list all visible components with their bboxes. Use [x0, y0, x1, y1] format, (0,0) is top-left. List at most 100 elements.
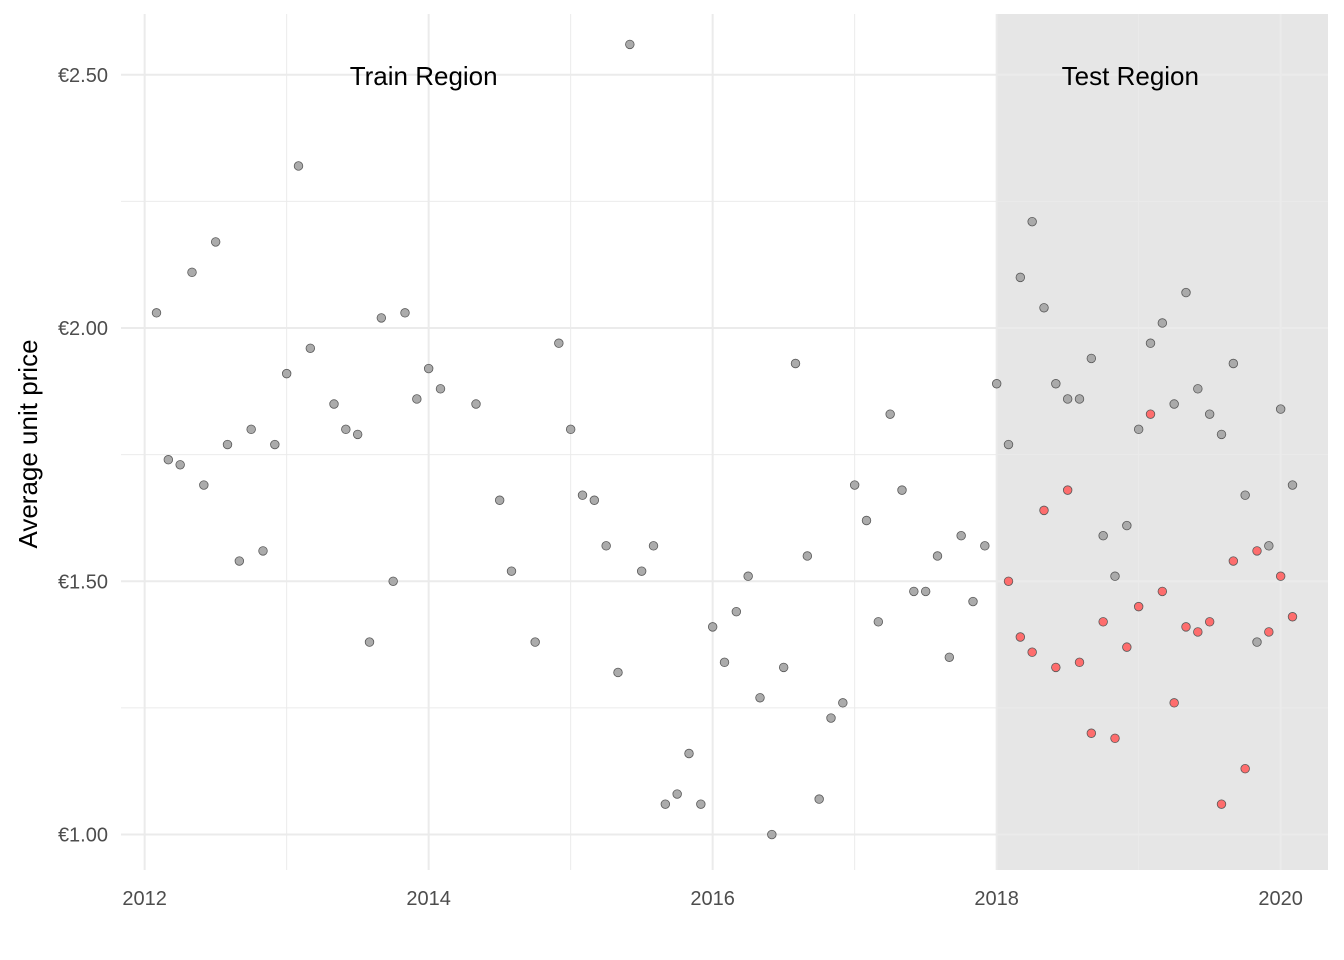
data-point-predicted [1157, 586, 1168, 597]
data-point-observed [471, 399, 481, 409]
data-point-observed [1216, 429, 1227, 440]
data-point-predicted [1264, 627, 1274, 637]
data-point-observed [1062, 394, 1073, 404]
data-point-observed [826, 713, 836, 723]
data-point-observed [1098, 531, 1108, 541]
data-point-observed [1122, 520, 1132, 531]
data-point-observed [1051, 379, 1061, 389]
x-tick-label: 2014 [406, 888, 451, 910]
data-point-observed [991, 379, 1002, 389]
data-point-observed [944, 652, 955, 662]
data-point-observed [412, 394, 422, 404]
y-tick-label: €2.00 [58, 318, 108, 340]
data-point-observed [684, 748, 694, 759]
data-point-observed [589, 495, 600, 505]
data-point-observed [672, 789, 682, 799]
data-point-observed [767, 829, 777, 840]
data-point-observed [494, 495, 505, 505]
data-point-predicted [1193, 627, 1203, 637]
test-region-label: Test Region [1062, 61, 1199, 91]
y-axis-tick-labels: €1.00 €1.50 €2.00 €2.50 [58, 65, 108, 847]
data-point-predicted [1062, 485, 1073, 495]
data-point-predicted [1275, 571, 1286, 581]
major-gridlines [121, 14, 1328, 870]
data-point-observed [364, 637, 375, 647]
data-point-observed [222, 439, 233, 450]
data-point-observed [707, 622, 718, 632]
data-point-observed [885, 409, 895, 419]
data-point-predicted [1228, 556, 1239, 566]
data-point-observed [802, 551, 813, 561]
data-point-predicted [1086, 728, 1097, 738]
data-point-observed [1252, 637, 1262, 647]
data-point-predicted [1181, 622, 1191, 632]
data-point-observed [873, 617, 884, 627]
data-point-observed [1015, 272, 1026, 283]
data-point-observed [980, 541, 990, 551]
data-point-observed [258, 546, 268, 556]
data-point-observed [163, 455, 174, 465]
data-point-observed [435, 384, 446, 394]
data-point-predicted [1039, 505, 1049, 516]
data-point-predicted [1133, 601, 1144, 612]
data-point-observed [423, 363, 434, 374]
data-point-observed [1145, 338, 1156, 348]
data-point-observed [1110, 571, 1120, 581]
data-point-observed [956, 531, 966, 541]
data-point-observed [246, 424, 256, 435]
data-point-observed [838, 698, 848, 708]
data-point-observed [968, 596, 978, 607]
data-point-observed [1133, 424, 1144, 435]
data-point-observed [660, 799, 671, 809]
data-point-observed [234, 556, 245, 566]
minor-gridlines [121, 14, 1328, 870]
data-point-observed [849, 480, 860, 490]
test-region-background [996, 14, 1328, 870]
data-point-predicted [1098, 617, 1108, 627]
data-point-observed [341, 424, 351, 435]
x-tick-label: 2016 [690, 888, 735, 910]
data-point-observed [329, 399, 339, 409]
data-point-observed [1027, 216, 1037, 227]
data-point-observed [1169, 399, 1179, 409]
data-point-observed [305, 343, 316, 353]
data-point-observed [281, 368, 292, 379]
data-point-observed [861, 515, 872, 526]
data-point-observed [1287, 480, 1298, 490]
data-point-observed [388, 576, 398, 586]
y-tick-label: €1.50 [58, 571, 108, 593]
data-point-observed [601, 541, 611, 551]
data-point-observed [210, 237, 221, 247]
data-point-observed [731, 606, 742, 617]
data-point-predicted [1169, 698, 1179, 708]
data-point-observed [1039, 303, 1049, 313]
x-tick-label: 2012 [122, 888, 167, 910]
data-point-observed [400, 308, 410, 318]
data-point-observed [909, 586, 919, 597]
data-point-observed [270, 439, 280, 450]
data-point-predicted [1027, 647, 1037, 657]
data-point-observed [778, 662, 789, 673]
data-point-observed [1157, 318, 1168, 328]
data-point-observed [565, 424, 576, 435]
data-point-observed [1240, 490, 1250, 500]
plot-panel [996, 14, 1328, 870]
data-point-predicted [1110, 733, 1120, 744]
data-point-observed [187, 267, 197, 278]
data-point-observed [932, 551, 943, 561]
data-point-observed [648, 541, 659, 551]
data-point-observed [636, 566, 647, 576]
data-point-predicted [1122, 642, 1132, 652]
data-point-predicted [1204, 617, 1215, 627]
data-point-observed [151, 308, 162, 318]
data-points [151, 39, 1298, 840]
data-point-observed [175, 460, 185, 470]
y-tick-label: €1.00 [58, 825, 108, 847]
data-point-observed [920, 586, 931, 597]
data-point-observed [814, 794, 824, 804]
data-point-observed [755, 693, 765, 703]
data-point-observed [1264, 541, 1274, 551]
data-point-observed [1003, 439, 1014, 450]
train-region-label: Train Region [350, 61, 498, 91]
